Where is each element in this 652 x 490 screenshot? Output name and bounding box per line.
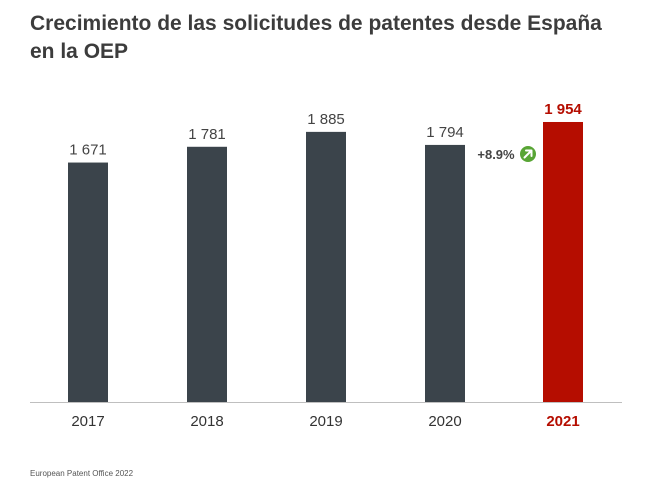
footer-source: European Patent Office 2022 — [30, 469, 133, 478]
category-label-2019: 2019 — [309, 413, 342, 430]
category-label-2021: 2021 — [546, 413, 579, 430]
bar-2017 — [68, 163, 108, 402]
bar-2019 — [306, 132, 346, 402]
value-label-2021: 1 954 — [544, 101, 582, 118]
category-label-2018: 2018 — [190, 413, 223, 430]
bar-2020 — [425, 145, 465, 402]
value-label-2019: 1 885 — [307, 111, 345, 128]
value-label-2018: 1 781 — [188, 126, 226, 143]
arrow-up-right-icon — [520, 146, 536, 162]
category-label-2017: 2017 — [71, 413, 104, 430]
bar-2021 — [543, 122, 583, 402]
value-label-2020: 1 794 — [426, 124, 464, 141]
bar-chart: 1 671 2017 1 781 2018 1 885 2019 1 794 2020 1 95… — [0, 0, 652, 490]
value-label-2017: 1 671 — [69, 142, 107, 159]
category-label-2020: 2020 — [428, 413, 461, 430]
bar-2018 — [187, 147, 227, 402]
growth-annotation: +8.9% — [477, 147, 515, 162]
